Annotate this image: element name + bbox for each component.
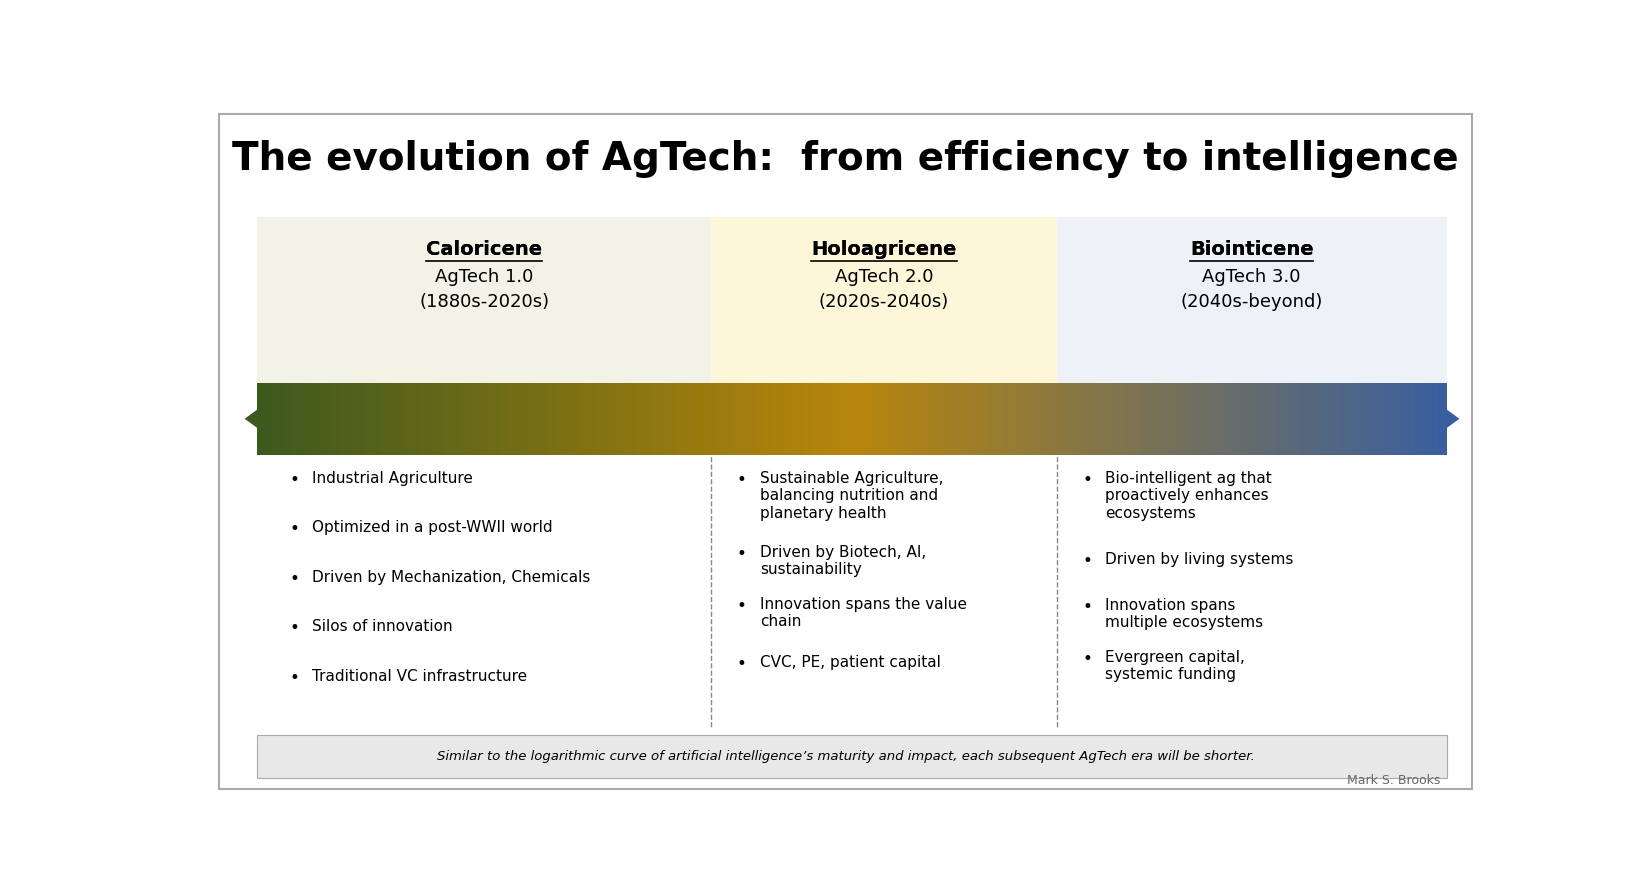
- Text: •: •: [738, 655, 747, 673]
- Text: Calories at Scale: Calories at Scale: [432, 409, 587, 427]
- Text: (2040s-beyond): (2040s-beyond): [1180, 293, 1323, 311]
- Text: Driven by Biotech, AI,
sustainability: Driven by Biotech, AI, sustainability: [761, 545, 926, 578]
- Text: CVC, PE, patient capital: CVC, PE, patient capital: [761, 655, 940, 670]
- Text: Traditional VC infrastructure: Traditional VC infrastructure: [312, 669, 528, 684]
- FancyBboxPatch shape: [1056, 217, 1447, 383]
- Text: Driven by Mechanization, Chemicals: Driven by Mechanization, Chemicals: [312, 569, 591, 585]
- Text: •: •: [738, 471, 747, 489]
- Text: •: •: [1082, 552, 1092, 570]
- Text: •: •: [289, 520, 299, 538]
- FancyBboxPatch shape: [257, 735, 1447, 779]
- FancyBboxPatch shape: [711, 217, 1056, 383]
- FancyBboxPatch shape: [219, 114, 1472, 789]
- Text: Innovation spans
multiple ecosystems: Innovation spans multiple ecosystems: [1106, 598, 1264, 630]
- Text: AgTech 3.0: AgTech 3.0: [1203, 268, 1300, 286]
- Text: (1880s-2020s): (1880s-2020s): [419, 293, 549, 311]
- Text: Silos of innovation: Silos of innovation: [312, 620, 454, 635]
- Text: Holoagricene: Holoagricene: [812, 240, 957, 259]
- FancyArrow shape: [1411, 396, 1459, 441]
- Text: Biointicene: Biointicene: [1190, 240, 1313, 259]
- Text: Mark S. Brooks: Mark S. Brooks: [1346, 774, 1440, 788]
- Text: Similar to the logarithmic curve of artificial intelligence’s maturity and impac: Similar to the logarithmic curve of arti…: [437, 750, 1254, 763]
- Text: (2020s-2040s): (2020s-2040s): [818, 293, 949, 311]
- FancyBboxPatch shape: [257, 217, 711, 383]
- Text: Biointicene: Biointicene: [1190, 240, 1313, 259]
- Text: The evolution of AgTech:  from efficiency to intelligence: The evolution of AgTech: from efficiency…: [233, 139, 1459, 178]
- Text: Optimized in a post-WWII world: Optimized in a post-WWII world: [312, 520, 553, 536]
- Text: •: •: [289, 471, 299, 489]
- Text: Innovation spans the value
chain: Innovation spans the value chain: [761, 596, 967, 629]
- Text: Sustainable Agriculture,
balancing nutrition and
planetary health: Sustainable Agriculture, balancing nutri…: [761, 471, 944, 520]
- Text: Driven by living systems: Driven by living systems: [1106, 552, 1294, 567]
- Text: •: •: [289, 669, 299, 687]
- Text: Nutrition + Planetary Health: Nutrition + Planetary Health: [751, 409, 1018, 427]
- Text: •: •: [1082, 598, 1092, 616]
- Text: •: •: [289, 569, 299, 588]
- Text: Caloricene: Caloricene: [426, 240, 543, 259]
- Text: Holoagricene: Holoagricene: [812, 240, 957, 259]
- Text: •: •: [738, 545, 747, 563]
- Text: •: •: [289, 620, 299, 637]
- FancyArrow shape: [244, 396, 294, 441]
- Text: Evergreen capital,
systemic funding: Evergreen capital, systemic funding: [1106, 650, 1246, 682]
- Text: Bio-Intelligent Systems: Bio-Intelligent Systems: [1142, 409, 1361, 427]
- Text: Bio-intelligent ag that
proactively enhances
ecosystems: Bio-intelligent ag that proactively enha…: [1106, 471, 1272, 520]
- Text: AgTech 1.0: AgTech 1.0: [436, 268, 533, 286]
- Text: •: •: [738, 596, 747, 615]
- Text: •: •: [1082, 471, 1092, 489]
- Text: •: •: [1082, 650, 1092, 668]
- Text: AgTech 2.0: AgTech 2.0: [835, 268, 934, 286]
- Text: Caloricene: Caloricene: [426, 240, 543, 259]
- Text: Industrial Agriculture: Industrial Agriculture: [312, 471, 474, 485]
